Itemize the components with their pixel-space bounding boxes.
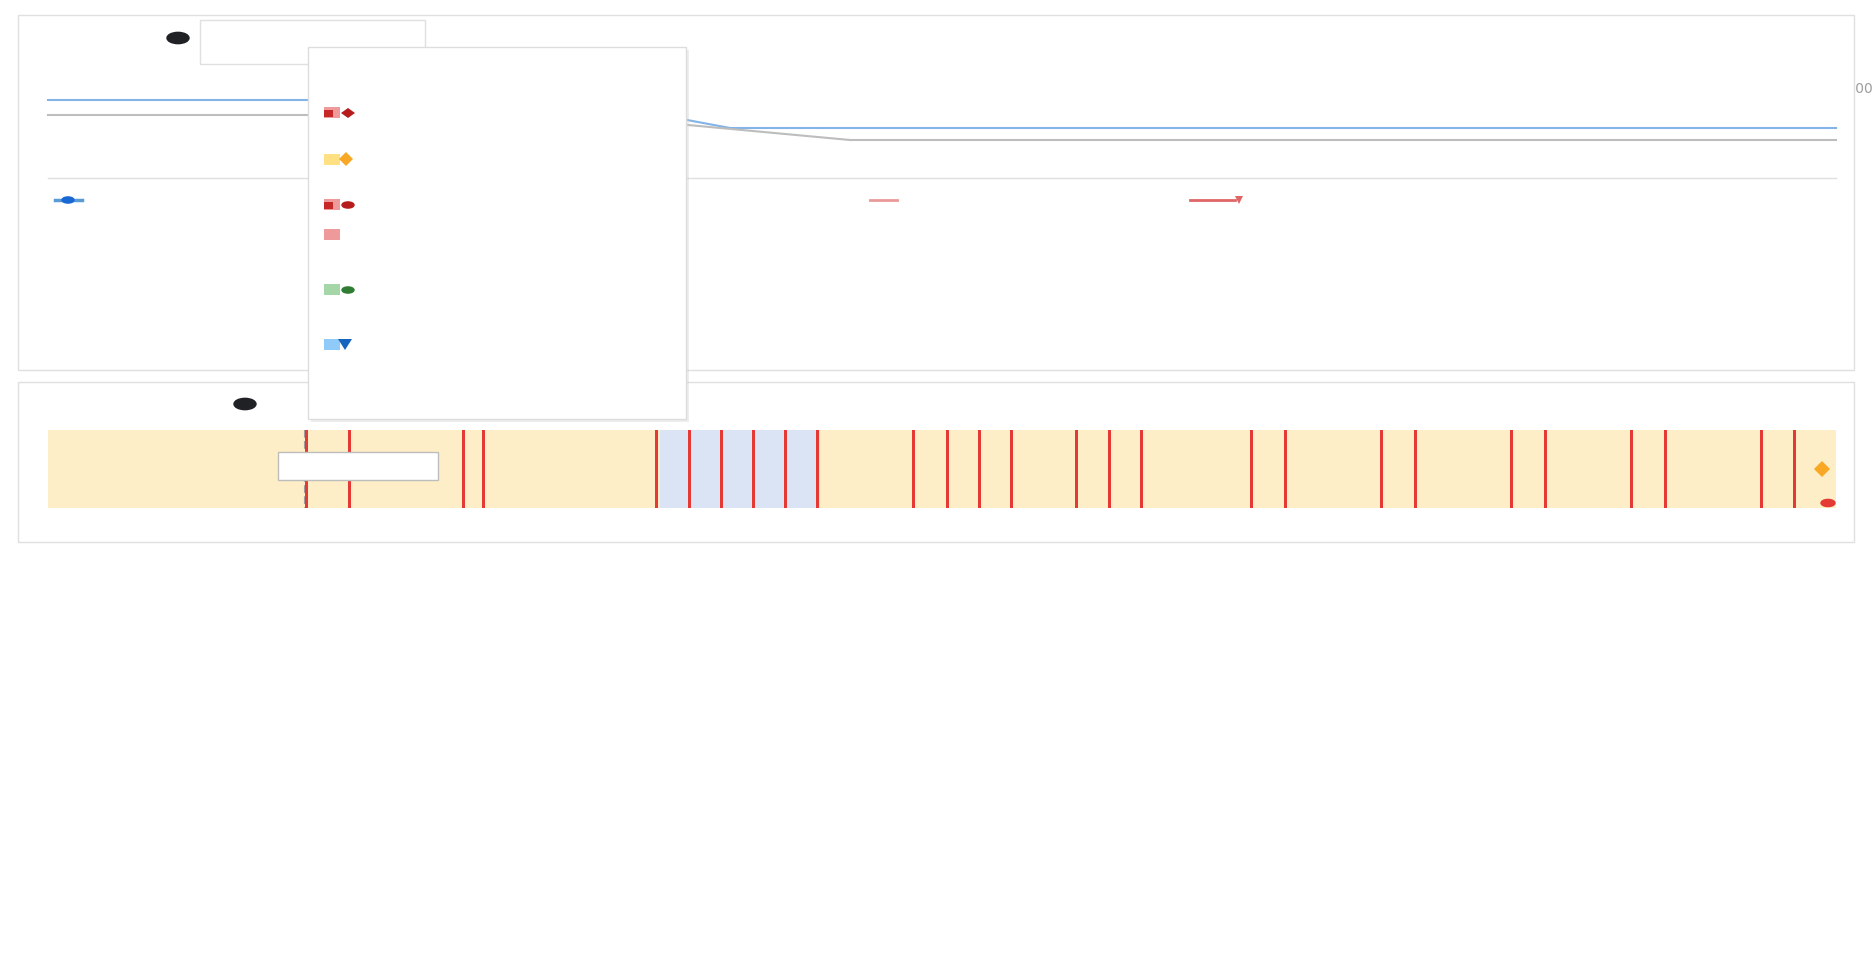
Text: ipe can catch up with its backlog and keep up with its: ipe can catch up with its backlog and ke… — [661, 270, 1073, 285]
Text: ∨  MORE HISTORY: ∨ MORE HISTORY — [49, 305, 215, 323]
Text: 3 below: 3 below — [324, 392, 382, 407]
Text: Upscale number of workers - High backlog: Upscale number of workers - High backlog — [361, 201, 672, 216]
Text: 12:20 PM: 12:20 PM — [992, 182, 1058, 196]
Text: input rate.: input rate. — [221, 268, 307, 286]
Text: 0: 0 — [1842, 162, 1851, 176]
Text: 12:00 PM: 12:00 PM — [661, 516, 724, 530]
Text: Min workers: Min workers — [902, 208, 994, 223]
Text: 11:40 AM: 11:40 AM — [344, 516, 410, 530]
Text: Autoscaling: R: Autoscaling: R — [221, 245, 339, 263]
Text: Downscale number of workers - Hit non-res: Downscale number of workers - Hit non-re… — [361, 284, 680, 299]
Text: Autoscaling: Autoscaling — [49, 45, 204, 69]
Text: Current workers: 107: Current workers: 107 — [90, 208, 251, 223]
Text: tilization: tilization — [361, 247, 423, 262]
Text: 12:30 PM: 12:30 PM — [1153, 182, 1217, 196]
Text: SELECTED: SELECTED — [324, 87, 399, 100]
Text: Latest worker
status:: Latest worker status: — [49, 245, 161, 284]
Text: UTC-8: UTC-8 — [49, 182, 90, 196]
Text: 12:40 PM: 12:40 PM — [1297, 516, 1363, 530]
Text: Raised the number of workers to 207 so that the p: Raised the number of workers to 207 so t… — [461, 254, 848, 269]
Text: 1,000: 1,000 — [1842, 82, 1872, 96]
Text: 0: 0 — [659, 284, 668, 299]
Text: e - Hit non-resource related limit: e - Hit non-resource related limit — [361, 357, 601, 372]
Text: Upscale number of workers - High worker u: Upscale number of workers - High worker … — [361, 229, 680, 244]
Text: 11:30 AM: 11:30 AM — [189, 182, 256, 196]
Text: SHOW AUTOSCALING LOGS: SHOW AUTOSCALING LOGS — [215, 48, 446, 63]
Text: No change in scaling and signals are stabl: No change in scaling and signals are sta… — [361, 339, 670, 354]
Text: 11:40 AM: 11:40 AM — [348, 182, 414, 196]
Text: a for decision: a for decision — [361, 170, 474, 185]
Text: ?: ? — [174, 37, 182, 51]
Text: 0: 0 — [659, 201, 668, 216]
Text: 12:00 PM: 12:00 PM — [670, 182, 734, 196]
Text: Target workers: 107: Target workers: 107 — [1249, 208, 1400, 223]
Text: 12:10 PM: 12:10 PM — [820, 516, 885, 530]
Text: 0: 0 — [659, 109, 668, 124]
Text: 0: 0 — [659, 339, 668, 354]
Text: UTC-8: UTC-8 — [49, 516, 90, 530]
Text: 0: 0 — [659, 229, 668, 244]
Text: ource related limit: ource related limit — [361, 302, 496, 317]
Text: Autoscaling rationale: Autoscaling rationale — [49, 394, 333, 418]
Text: Max workers: 1000: Max workers: 1000 — [461, 200, 605, 215]
Text: 11:50 AM: 11:50 AM — [507, 182, 573, 196]
Text: ?: ? — [69, 452, 80, 471]
Text: 12:20 PM: 12:20 PM — [981, 516, 1045, 530]
Text: 0: 0 — [1838, 508, 1848, 522]
Text: 11:50 AM: 11:50 AM — [502, 516, 567, 530]
Text: ?: ? — [241, 403, 249, 417]
Text: 11:30 AM: 11:30 AM — [185, 516, 251, 530]
Text: 1: 1 — [659, 152, 668, 167]
Text: 12:30 PM: 12:30 PM — [1138, 516, 1202, 530]
Text: 12:10 PM: 12:10 PM — [831, 182, 897, 196]
Text: Mar 4, 2024, 11:42:42 AM: Mar 4, 2024, 11:42:42 AM — [324, 65, 522, 80]
Text: 1: 1 — [1835, 463, 1844, 477]
Text: Autoscaling Rationale: Autoscaling Rationale — [286, 460, 451, 475]
Text: +: + — [328, 227, 343, 245]
Text: No change in scaling - Gathering more dat: No change in scaling - Gathering more da… — [361, 152, 711, 167]
Text: —: — — [324, 135, 337, 148]
Text: Upscale number of workers - High backlog: Upscale number of workers - High backlog — [361, 109, 711, 124]
Text: 12:40 PM: 12:40 PM — [1312, 182, 1378, 196]
